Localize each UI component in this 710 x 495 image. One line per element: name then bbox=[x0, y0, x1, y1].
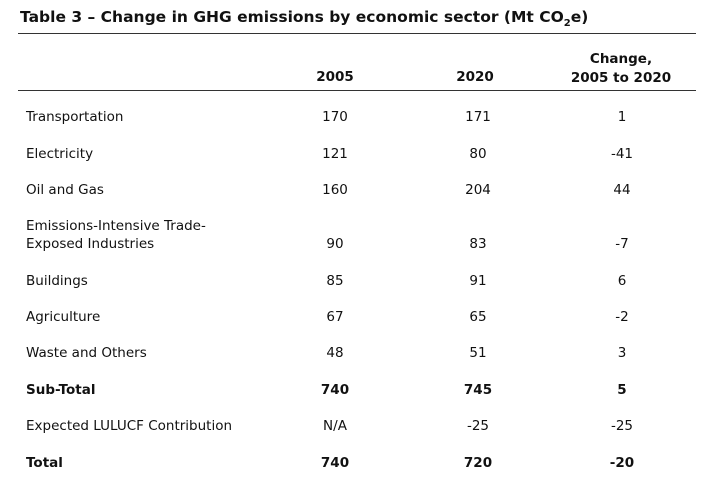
value-change: 3 bbox=[617, 345, 627, 361]
title-text: Table 3 – Change in GHG emissions by eco… bbox=[20, 8, 564, 26]
value-2020: 83 bbox=[469, 236, 487, 252]
row-label: Expected LULUCF Contribution bbox=[26, 418, 233, 434]
value-change: -20 bbox=[609, 455, 635, 471]
table-title: Table 3 – Change in GHG emissions by eco… bbox=[20, 8, 588, 29]
value-2005: 740 bbox=[320, 382, 350, 398]
title-suffix: e) bbox=[570, 8, 589, 26]
value-2020: 51 bbox=[469, 345, 487, 361]
row-label-line1: Emissions-Intensive Trade- bbox=[26, 218, 206, 234]
title-subscript: 2 bbox=[563, 18, 571, 30]
row-label-line2: Exposed Industries bbox=[26, 236, 155, 252]
value-2005: 48 bbox=[326, 345, 344, 361]
value-2020: 720 bbox=[463, 455, 493, 471]
row-label: Agriculture bbox=[26, 309, 101, 325]
value-2005: 85 bbox=[326, 273, 344, 289]
value-2005: 740 bbox=[320, 455, 350, 471]
value-2005: N/A bbox=[323, 418, 347, 434]
row-label: Waste and Others bbox=[26, 345, 147, 361]
value-change: -2 bbox=[615, 309, 629, 325]
row-label: Oil and Gas bbox=[26, 182, 104, 198]
row-label: Emissions-Intensive Trade- Exposed Indus… bbox=[26, 217, 206, 253]
value-2020: 80 bbox=[469, 146, 487, 162]
header-change-line2: 2005 to 2020 bbox=[570, 70, 672, 86]
row-label: Sub-Total bbox=[26, 382, 96, 398]
row-label: Transportation bbox=[26, 109, 124, 125]
value-2005: 67 bbox=[326, 309, 344, 325]
value-2005: 90 bbox=[326, 236, 344, 252]
value-change: -41 bbox=[610, 146, 634, 162]
value-change: 6 bbox=[617, 273, 627, 289]
value-change: 1 bbox=[617, 109, 627, 125]
header-change-line1: Change, bbox=[589, 51, 653, 67]
value-2020: 745 bbox=[463, 382, 493, 398]
row-label: Buildings bbox=[26, 273, 88, 289]
value-2020: 65 bbox=[469, 309, 487, 325]
row-label: Total bbox=[26, 455, 63, 471]
header-rule bbox=[18, 90, 696, 91]
value-2005: 170 bbox=[322, 109, 348, 125]
value-2020: -25 bbox=[466, 418, 490, 434]
row-label: Electricity bbox=[26, 146, 94, 162]
header-2020: 2020 bbox=[456, 69, 494, 85]
value-change: -25 bbox=[610, 418, 634, 434]
value-2005: 121 bbox=[322, 146, 348, 162]
header-2005: 2005 bbox=[316, 69, 354, 85]
top-rule bbox=[18, 33, 696, 34]
value-change: 44 bbox=[613, 182, 631, 198]
value-2005: 160 bbox=[322, 182, 348, 198]
value-2020: 91 bbox=[469, 273, 487, 289]
header-change: Change, 2005 to 2020 bbox=[560, 50, 682, 88]
value-change: -7 bbox=[615, 236, 629, 252]
value-2020: 204 bbox=[465, 182, 491, 198]
value-2020: 171 bbox=[465, 109, 491, 125]
value-change: 5 bbox=[617, 382, 627, 398]
